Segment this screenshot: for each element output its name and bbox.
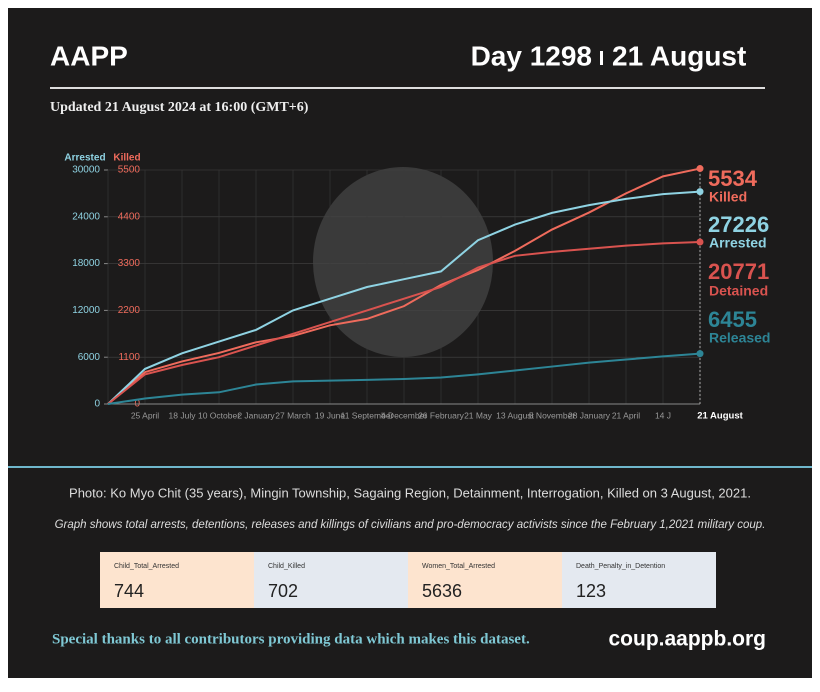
- x-tick-label: 21 April: [612, 410, 640, 420]
- stat-value: 5636: [422, 581, 462, 601]
- x-tick-label: 5 November: [529, 410, 575, 420]
- series-line: [107, 167, 701, 405]
- y-tick-label: 18000: [72, 258, 100, 269]
- legend-label: Killed: [709, 189, 747, 205]
- end-dot: [696, 238, 704, 246]
- stat-value: 123: [576, 581, 606, 601]
- date: 21 August: [612, 40, 746, 71]
- x-tick-label: 4 December: [381, 410, 427, 420]
- x-tick-label: 13 August: [496, 410, 534, 420]
- x-tick-label: 27 March: [275, 410, 311, 420]
- updated: Updated 21 August 2024 at 16:00 (GMT+6): [50, 100, 309, 115]
- x-tick-label: 25 April: [131, 410, 159, 420]
- legend-label: Arrested: [709, 235, 767, 251]
- legend-label: Detained: [709, 283, 768, 299]
- end-value-label: 20771: [708, 259, 769, 284]
- stat-card: [100, 552, 254, 608]
- series-line: [107, 190, 701, 405]
- y-tick-label: 12000: [72, 305, 100, 316]
- stat-value: 744: [114, 581, 144, 601]
- series-line: [107, 240, 701, 405]
- x-tick-label: 11 September: [341, 410, 394, 420]
- y2-tick-label: 2200: [118, 305, 141, 316]
- x-tick-label: 18 July: [169, 410, 197, 420]
- chart: 0600012000180002400030000011002200330044…: [64, 153, 770, 422]
- series-line: [107, 352, 701, 405]
- y2-axis-title: Killed: [113, 153, 140, 164]
- note: Graph shows total arrests, detentions, r…: [55, 519, 766, 531]
- thanks: Special thanks to all contributors provi…: [52, 631, 530, 647]
- photo: [313, 167, 493, 357]
- x-tick-label: 28 January: [568, 410, 611, 420]
- y-tick-label: 30000: [72, 165, 100, 176]
- end-value-label: 27226: [708, 212, 769, 237]
- y2-tick-label: 5500: [118, 165, 141, 176]
- legend-label: Released: [709, 330, 770, 346]
- end-dot: [696, 188, 704, 196]
- y-axis-title: Arrested: [64, 153, 105, 164]
- x-tick-label: 14 J: [655, 410, 671, 420]
- end-dot: [696, 350, 704, 358]
- end-dot: [696, 165, 704, 173]
- separator: [600, 51, 603, 65]
- y2-tick-label: 3300: [118, 258, 141, 269]
- x-tick-label: 26 February: [418, 410, 465, 420]
- end-value-label: 6455: [708, 307, 757, 332]
- y-tick-label: 6000: [78, 352, 101, 363]
- url: coup.aappb.org: [609, 628, 767, 651]
- stat-card: [562, 552, 716, 608]
- stat-label: Women_Total_Arrested: [422, 563, 495, 570]
- brand: AAPP: [50, 40, 128, 71]
- y2-tick-label: 1100: [118, 352, 140, 363]
- x-tick-label: 19 June: [315, 410, 346, 420]
- stat-value: 702: [268, 581, 298, 601]
- x-tick-label: 21 August: [697, 411, 743, 422]
- day: Day 1298: [471, 40, 592, 71]
- y-tick-label: 24000: [72, 211, 100, 222]
- x-tick-label: 21 May: [464, 410, 493, 420]
- stat-label: Child_Killed: [268, 563, 305, 570]
- stat-label: Child_Total_Arrested: [114, 563, 179, 570]
- y-tick-label: 0: [94, 399, 100, 410]
- end-value-label: 5534: [708, 166, 758, 191]
- stat-card: [408, 552, 562, 608]
- stat-card: [254, 552, 408, 608]
- x-tick-label: 10 October: [198, 410, 240, 420]
- x-tick-label: 2 January: [237, 410, 275, 420]
- stats: Child_Total_Arrested 744 Child_Killed 702 Wo…: [100, 552, 716, 608]
- stat-label: Death_Penalty_in_Detention: [576, 563, 665, 570]
- caption: Photo: Ko Myo Chit (35 years), Mingin To…: [69, 485, 751, 500]
- y2-tick-label: 4400: [118, 211, 141, 222]
